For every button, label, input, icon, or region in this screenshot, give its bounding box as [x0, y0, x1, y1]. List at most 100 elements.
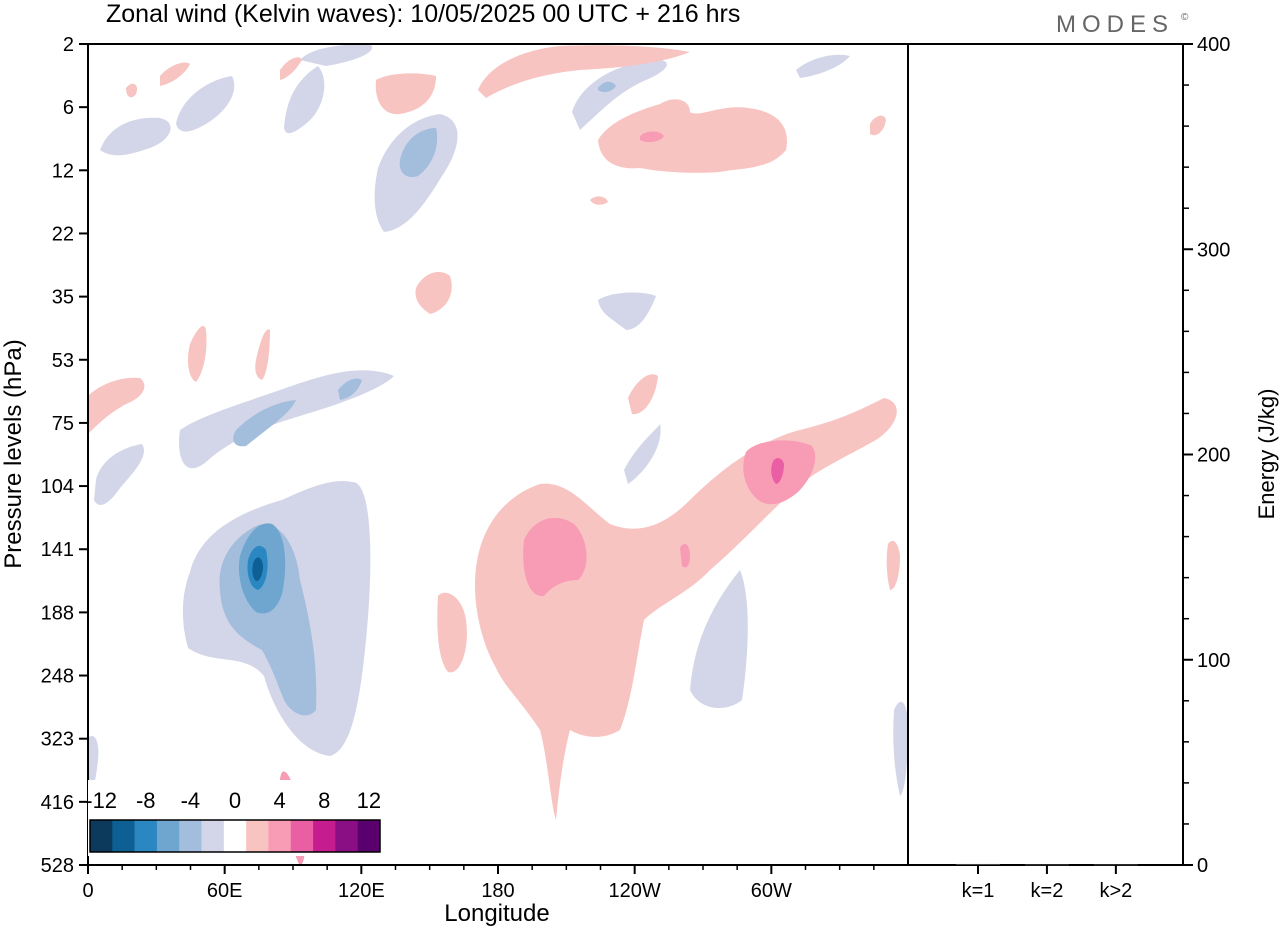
colorbar-cell	[156, 820, 180, 852]
colorbar-tick-label: 12	[357, 788, 381, 813]
energy-tick-label: 100	[1197, 650, 1230, 672]
colorbar-tick-label: -4	[181, 788, 201, 813]
contour-field	[88, 44, 908, 865]
energy-tick-label: 0	[1197, 855, 1208, 877]
pos-right-edge	[886, 540, 900, 590]
colorbar-cell	[223, 820, 247, 852]
pos-small-dot	[590, 196, 608, 205]
pos-upper-right-inner	[640, 131, 664, 143]
y-tick-label: 416	[41, 792, 74, 814]
chart-title: Zonal wind (Kelvin waves): 10/05/2025 00…	[106, 0, 740, 28]
pos-small-mid	[680, 543, 690, 568]
energy-bar	[1024, 864, 1069, 866]
neg-top-left-2	[176, 76, 235, 132]
x-tick-label: 60W	[751, 880, 792, 902]
pos-region-center	[474, 398, 897, 820]
energy-category-label: k=1	[962, 880, 995, 902]
pos-top-right-small	[870, 115, 886, 136]
pos-top-left-small2	[160, 62, 190, 86]
neg-top-right-1-inner	[598, 81, 616, 93]
neg-band-upper-inner2	[338, 378, 362, 400]
pos-mid-2	[628, 374, 658, 415]
neg-top-right-1	[572, 59, 667, 130]
colorbar-cell	[112, 820, 135, 852]
pos-top-left-small1	[126, 83, 138, 98]
neg-band-upper-inner	[233, 400, 296, 447]
colorbar-tick-label: -8	[136, 788, 156, 813]
x-tick-label: 120W	[609, 880, 661, 902]
colorbar-cell	[246, 820, 269, 852]
colorbar-tick-label: 8	[318, 788, 330, 813]
pos-region-right-core	[771, 458, 784, 484]
pos-left-2	[437, 592, 467, 673]
energy-category-label: k=2	[1031, 880, 1064, 902]
x-tick-label: 180	[481, 880, 514, 902]
y-tick-label: 75	[52, 413, 74, 435]
brand-mark: ©	[1181, 12, 1194, 23]
pos-upper-left-1	[375, 73, 436, 115]
y-tick-label: 323	[41, 729, 74, 751]
y-tick-label: 188	[41, 602, 74, 624]
neg-right-edge	[893, 701, 908, 796]
pos-left-thin	[255, 329, 270, 380]
pos-top-left-small3	[280, 57, 302, 80]
energy-bar	[1093, 864, 1138, 866]
neg-band-upper	[179, 370, 394, 469]
y-tick-label: 141	[41, 539, 74, 561]
y-tick-label: 104	[41, 476, 74, 498]
pos-left-blob	[188, 325, 207, 382]
pos-mid-1	[415, 272, 452, 314]
neg-band-left-small	[94, 444, 144, 505]
x-tick-label: 60E	[207, 880, 243, 902]
colorbar-cell	[179, 820, 202, 852]
y-tick-label: 528	[41, 855, 74, 877]
y-tick-label: 12	[52, 160, 74, 182]
pos-region-center-inner	[523, 517, 587, 597]
colorbar-tick-label: -12	[85, 788, 117, 813]
y-tick-label: 248	[41, 666, 74, 688]
neg-col-upper-inner	[399, 128, 438, 178]
y-tick-label: 22	[52, 223, 74, 245]
colorbar-cell	[313, 820, 336, 852]
energy-bars: k=1 k=2 k>2	[956, 863, 1138, 902]
neg-top-left-4	[300, 44, 373, 66]
pos-top-center	[478, 45, 690, 98]
x-axis-ticks: 0 60E 120E 180 120W 60W	[82, 865, 875, 902]
colorbar-cell	[90, 820, 113, 852]
neg-mid-right-1	[598, 292, 656, 330]
pos-left-band	[88, 377, 145, 434]
neg-top-left-1	[100, 117, 171, 156]
neg-region-lower-left-core	[252, 557, 263, 582]
energy-axis-ticks: 0 100 200 300 400	[1183, 34, 1230, 877]
energy-bar	[956, 863, 1000, 865]
colorbar-cell	[290, 820, 314, 852]
brand-logo: MODES	[1056, 11, 1174, 38]
colorbar-frame	[89, 819, 381, 853]
colorbar-tick-label: 4	[273, 788, 285, 813]
y-tick-label: 35	[52, 287, 74, 309]
y-tick-label: 53	[52, 350, 74, 372]
colorbar-cell	[335, 820, 358, 852]
neg-mid-right-2	[624, 424, 661, 484]
colorbar-tick-label: 0	[229, 788, 241, 813]
neg-top-left-3	[284, 66, 325, 134]
energy-axis-label: Energy (J/kg)	[1254, 389, 1279, 520]
neg-top-right-2	[796, 54, 850, 78]
x-axis-label: Longitude	[444, 900, 549, 927]
colorbar-cell	[201, 820, 225, 852]
energy-tick-label: 200	[1197, 445, 1230, 467]
energy-category-label: k>2	[1099, 880, 1132, 902]
neg-lower-right	[690, 570, 748, 709]
colorbar-cell	[134, 820, 158, 852]
y-axis-ticks: 2 6 12 22 35 53 75 104 141 188 248 323 416 528	[41, 34, 88, 877]
energy-plot-frame	[907, 43, 1184, 866]
colorbar-cell	[357, 820, 381, 852]
energy-tick-label: 300	[1197, 239, 1230, 261]
pos-upper-right	[598, 99, 787, 173]
x-tick-label: 0	[82, 880, 93, 902]
colorbar-cell	[268, 820, 292, 852]
colorbar: -12 -8 -4 0 4 8 12	[85, 780, 382, 856]
y-tick-label: 2	[63, 34, 74, 56]
y-axis-label: Pressure levels (hPa)	[0, 339, 27, 568]
